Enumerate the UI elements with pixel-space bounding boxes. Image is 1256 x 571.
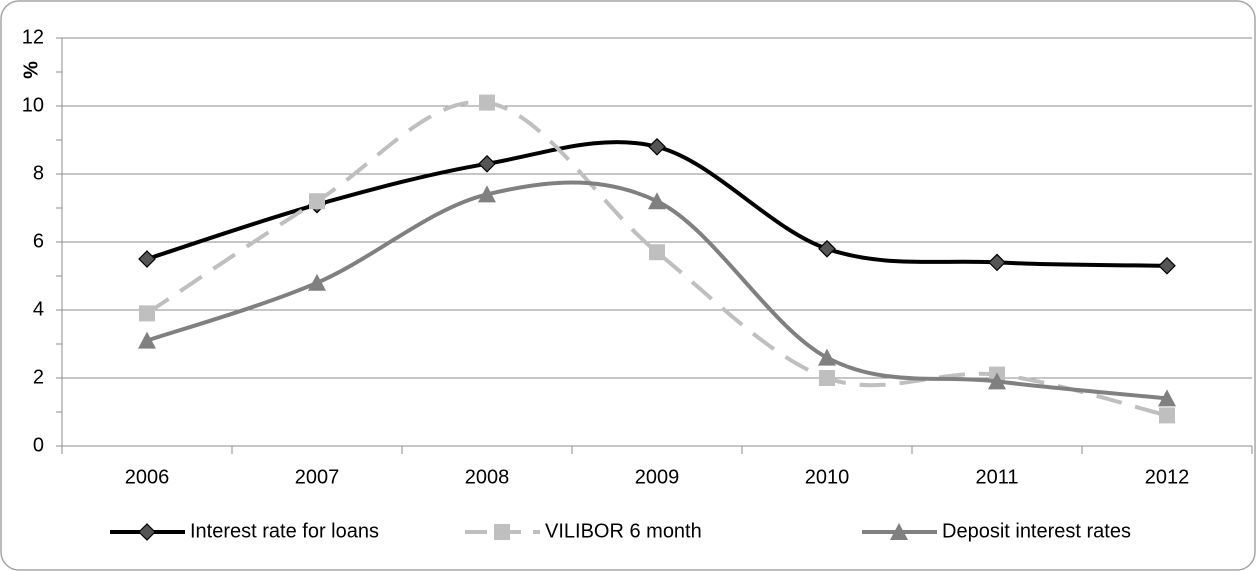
x-tick-label: 2010 <box>805 466 850 488</box>
y-tick-label: 12 <box>22 26 44 48</box>
x-tick-label: 2011 <box>975 466 1018 488</box>
marker <box>649 244 665 261</box>
marker <box>1158 389 1176 407</box>
marker <box>648 137 666 156</box>
x-tick-label: 2009 <box>635 466 680 488</box>
marker <box>138 523 156 541</box>
marker <box>648 192 666 210</box>
marker <box>308 273 326 291</box>
marker <box>988 372 1006 390</box>
y-axis-label: % <box>20 61 42 79</box>
y-tick-label: 10 <box>22 94 44 116</box>
legend-label: VILIBOR 6 month <box>545 520 702 542</box>
x-tick-label: 2007 <box>295 466 340 488</box>
y-tick-label: 8 <box>33 162 44 184</box>
marker <box>988 253 1006 272</box>
marker <box>819 370 835 386</box>
marker <box>309 193 325 210</box>
marker <box>494 524 510 540</box>
marker <box>479 94 495 111</box>
marker <box>818 348 836 366</box>
marker <box>139 305 155 322</box>
marker <box>478 185 496 203</box>
marker <box>138 250 156 268</box>
marker <box>1158 256 1176 275</box>
marker <box>890 523 908 540</box>
legend-label: Deposit interest rates <box>942 520 1131 542</box>
legend-label: Interest rate for loans <box>190 520 379 542</box>
y-tick-label: 2 <box>33 366 44 388</box>
marker <box>138 331 156 349</box>
y-tick-label: 6 <box>33 230 44 252</box>
marker <box>1159 407 1175 424</box>
y-tick-label: 4 <box>33 298 44 320</box>
x-tick-label: 2008 <box>465 466 510 488</box>
y-tick-label: 0 <box>33 434 44 456</box>
marker <box>478 154 496 173</box>
marker <box>818 239 836 258</box>
x-tick-label: 2012 <box>1145 466 1190 488</box>
x-tick-label: 2006 <box>125 466 170 488</box>
